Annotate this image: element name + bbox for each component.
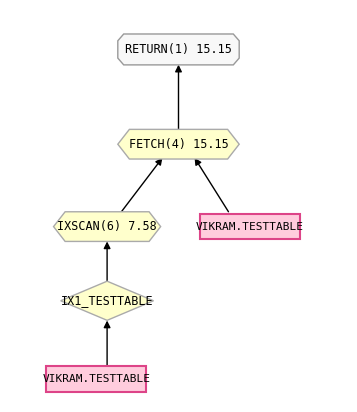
Polygon shape bbox=[54, 212, 161, 241]
Polygon shape bbox=[118, 34, 239, 65]
Polygon shape bbox=[118, 129, 239, 159]
Text: IX1_TESTTABLE: IX1_TESTTABLE bbox=[61, 294, 154, 307]
Text: IXSCAN(6) 7.58: IXSCAN(6) 7.58 bbox=[57, 220, 157, 233]
Text: RETURN(1) 15.15: RETURN(1) 15.15 bbox=[125, 43, 232, 56]
Text: FETCH(4) 15.15: FETCH(4) 15.15 bbox=[129, 138, 228, 151]
Polygon shape bbox=[61, 281, 154, 321]
Text: VIKRAM.TESTTABLE: VIKRAM.TESTTABLE bbox=[196, 222, 304, 232]
FancyBboxPatch shape bbox=[200, 214, 300, 239]
Text: VIKRAM.TESTTABLE: VIKRAM.TESTTABLE bbox=[42, 374, 150, 384]
FancyBboxPatch shape bbox=[46, 366, 146, 392]
